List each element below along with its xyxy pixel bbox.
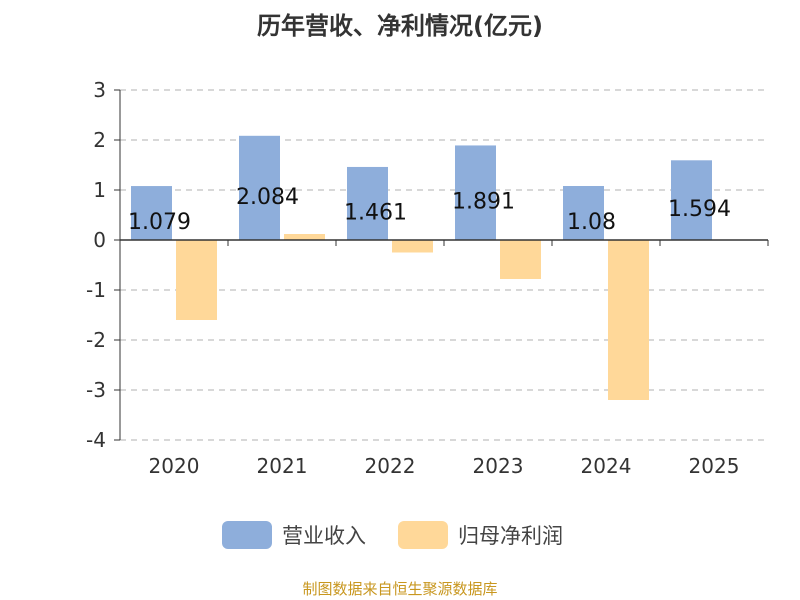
y-tick-label: 0 <box>93 228 106 252</box>
axes: 3 2 1 0 -1 -2 -3 -4 2020 2021 2022 2023 2024 2025 <box>86 78 769 478</box>
legend: 营业收入 归母净利润 <box>0 518 800 552</box>
x-tick-label: 2022 <box>365 454 416 478</box>
bar-revenue <box>347 166 388 240</box>
legend-item-net-profit[interactable]: 归母净利润 <box>398 518 563 552</box>
data-label-revenue: 2.084 <box>236 185 299 210</box>
legend-swatch-net-profit <box>398 521 448 549</box>
y-tick-label: -1 <box>86 278 106 302</box>
x-tick-label: 2021 <box>257 454 308 478</box>
y-tick-label: 2 <box>93 128 106 152</box>
legend-label-revenue: 营业收入 <box>282 524 366 548</box>
gridlines <box>120 89 768 441</box>
x-tick-label: 2023 <box>473 454 524 478</box>
bar-revenue <box>455 145 496 240</box>
bar-revenue <box>239 135 280 240</box>
data-label-revenue: 1.08 <box>567 210 616 235</box>
legend-item-revenue[interactable]: 营业收入 <box>222 518 366 552</box>
bar-net-profit <box>392 240 433 253</box>
y-tick-label: -2 <box>86 328 106 352</box>
y-tick-label: 3 <box>93 78 106 102</box>
y-tick-label: -4 <box>86 428 106 452</box>
legend-swatch-revenue <box>222 521 272 549</box>
x-tick-label: 2024 <box>581 454 632 478</box>
data-label-revenue: 1.891 <box>452 190 515 215</box>
data-labels: 1.079 2.084 1.461 1.891 1.08 1.594 <box>128 185 731 235</box>
data-label-revenue: 1.461 <box>344 200 407 225</box>
bar-net-profit <box>284 234 325 240</box>
bar-net-profit <box>500 240 541 279</box>
bar-net-profit <box>608 240 649 400</box>
data-label-revenue: 1.079 <box>128 210 191 235</box>
legend-label-net-profit: 归母净利润 <box>458 524 563 548</box>
x-tick-label: 2020 <box>149 454 200 478</box>
bar-revenue <box>131 186 172 240</box>
bar-revenue <box>563 186 604 240</box>
y-tick-label: 1 <box>93 178 106 202</box>
source-note: 制图数据来自恒生聚源数据库 <box>302 580 498 598</box>
chart-title: 历年营收、净利情况(亿元) <box>257 12 543 40</box>
y-tick-label: -3 <box>86 378 106 402</box>
bar-revenue <box>671 160 712 240</box>
bar-net-profit <box>176 240 217 320</box>
data-label-revenue: 1.594 <box>668 197 731 222</box>
bar-chart: 3 2 1 0 -1 -2 -3 -4 2020 2021 2022 2023 2024 2025 1.0… <box>86 78 769 478</box>
bars <box>131 135 712 400</box>
x-tick-label: 2025 <box>689 454 740 478</box>
